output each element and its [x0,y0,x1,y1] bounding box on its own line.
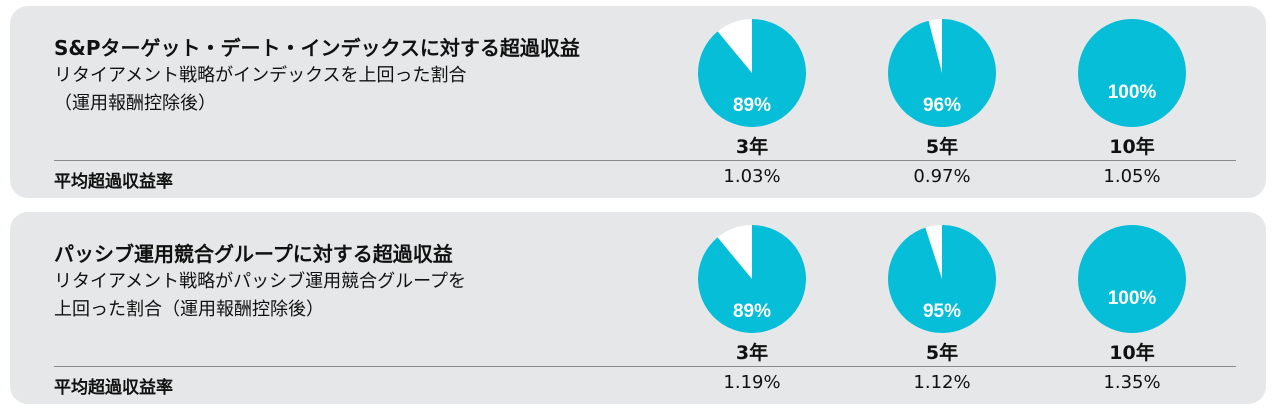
pie-value-label-10y: 100% [1108,82,1157,103]
panel-vs-index: S&Pターゲット・デート・インデックスに対する超過収益 リタイアメント戦略がイン… [10,6,1266,198]
avg-excess-return-5y: 1.12% [913,372,971,393]
avg-excess-return-label: 平均超過収益率 [54,172,173,192]
pie-slice-outperform-5y [888,225,996,333]
pie-slice-outperform-3y [698,19,806,128]
panel-title: S&Pターゲット・デート・インデックスに対する超過収益 [54,36,580,60]
period-label-10y: 10年 [1109,136,1155,158]
divider [54,366,1236,367]
pie-chart-10y: 100% [1078,225,1186,333]
pie-slice-outperform-5y [888,19,996,128]
period-label-5y: 5年 [925,136,959,158]
pie-value-label-5y: 95% [923,301,961,322]
avg-excess-return-3y: 1.03% [723,166,781,187]
pie-slice-outperform-10y [1078,19,1186,127]
panel-subtitle-line-2: （運用報酬控除後） [54,93,216,114]
pie-value-label-3y: 89% [733,301,771,322]
panel-subtitle-line-1: リタイアメント戦略がインデックスを上回った割合 [54,65,467,86]
pie-chart-5y: 96% [888,19,996,128]
pie-value-label-10y: 100% [1108,288,1157,309]
panel-title: パッシブ運用競合グループに対する超過収益 [54,242,453,266]
avg-excess-return-5y: 0.97% [913,166,971,187]
avg-excess-return-label: 平均超過収益率 [54,378,173,398]
period-label-3y: 3年 [735,342,769,364]
pie-value-label-5y: 96% [923,95,961,116]
pie-chart-5y: 95% [888,225,996,333]
pie-chart-3y: 89% [698,225,806,333]
pie-value-label-3y: 89% [733,95,771,116]
period-label-3y: 3年 [735,136,769,158]
panel-subtitle-line-2: 上回った割合（運用報酬控除後） [54,299,324,320]
divider [54,160,1236,161]
avg-excess-return-10y: 1.35% [1103,372,1161,393]
pie-chart-10y: 100% [1078,19,1186,127]
pie-slice-outperform-3y [698,225,806,333]
avg-excess-return-3y: 1.19% [723,372,781,393]
avg-excess-return-10y: 1.05% [1103,166,1161,187]
period-label-5y: 5年 [925,342,959,364]
period-label-10y: 10年 [1109,342,1155,364]
panel-subtitle-line-1: リタイアメント戦略がパッシブ運用競合グループを [54,271,467,292]
panel-vs-passive-peers: パッシブ運用競合グループに対する超過収益 リタイアメント戦略がパッシブ運用競合グ… [10,212,1266,404]
pie-slice-outperform-10y [1078,225,1186,333]
pie-chart-3y: 89% [698,19,806,128]
